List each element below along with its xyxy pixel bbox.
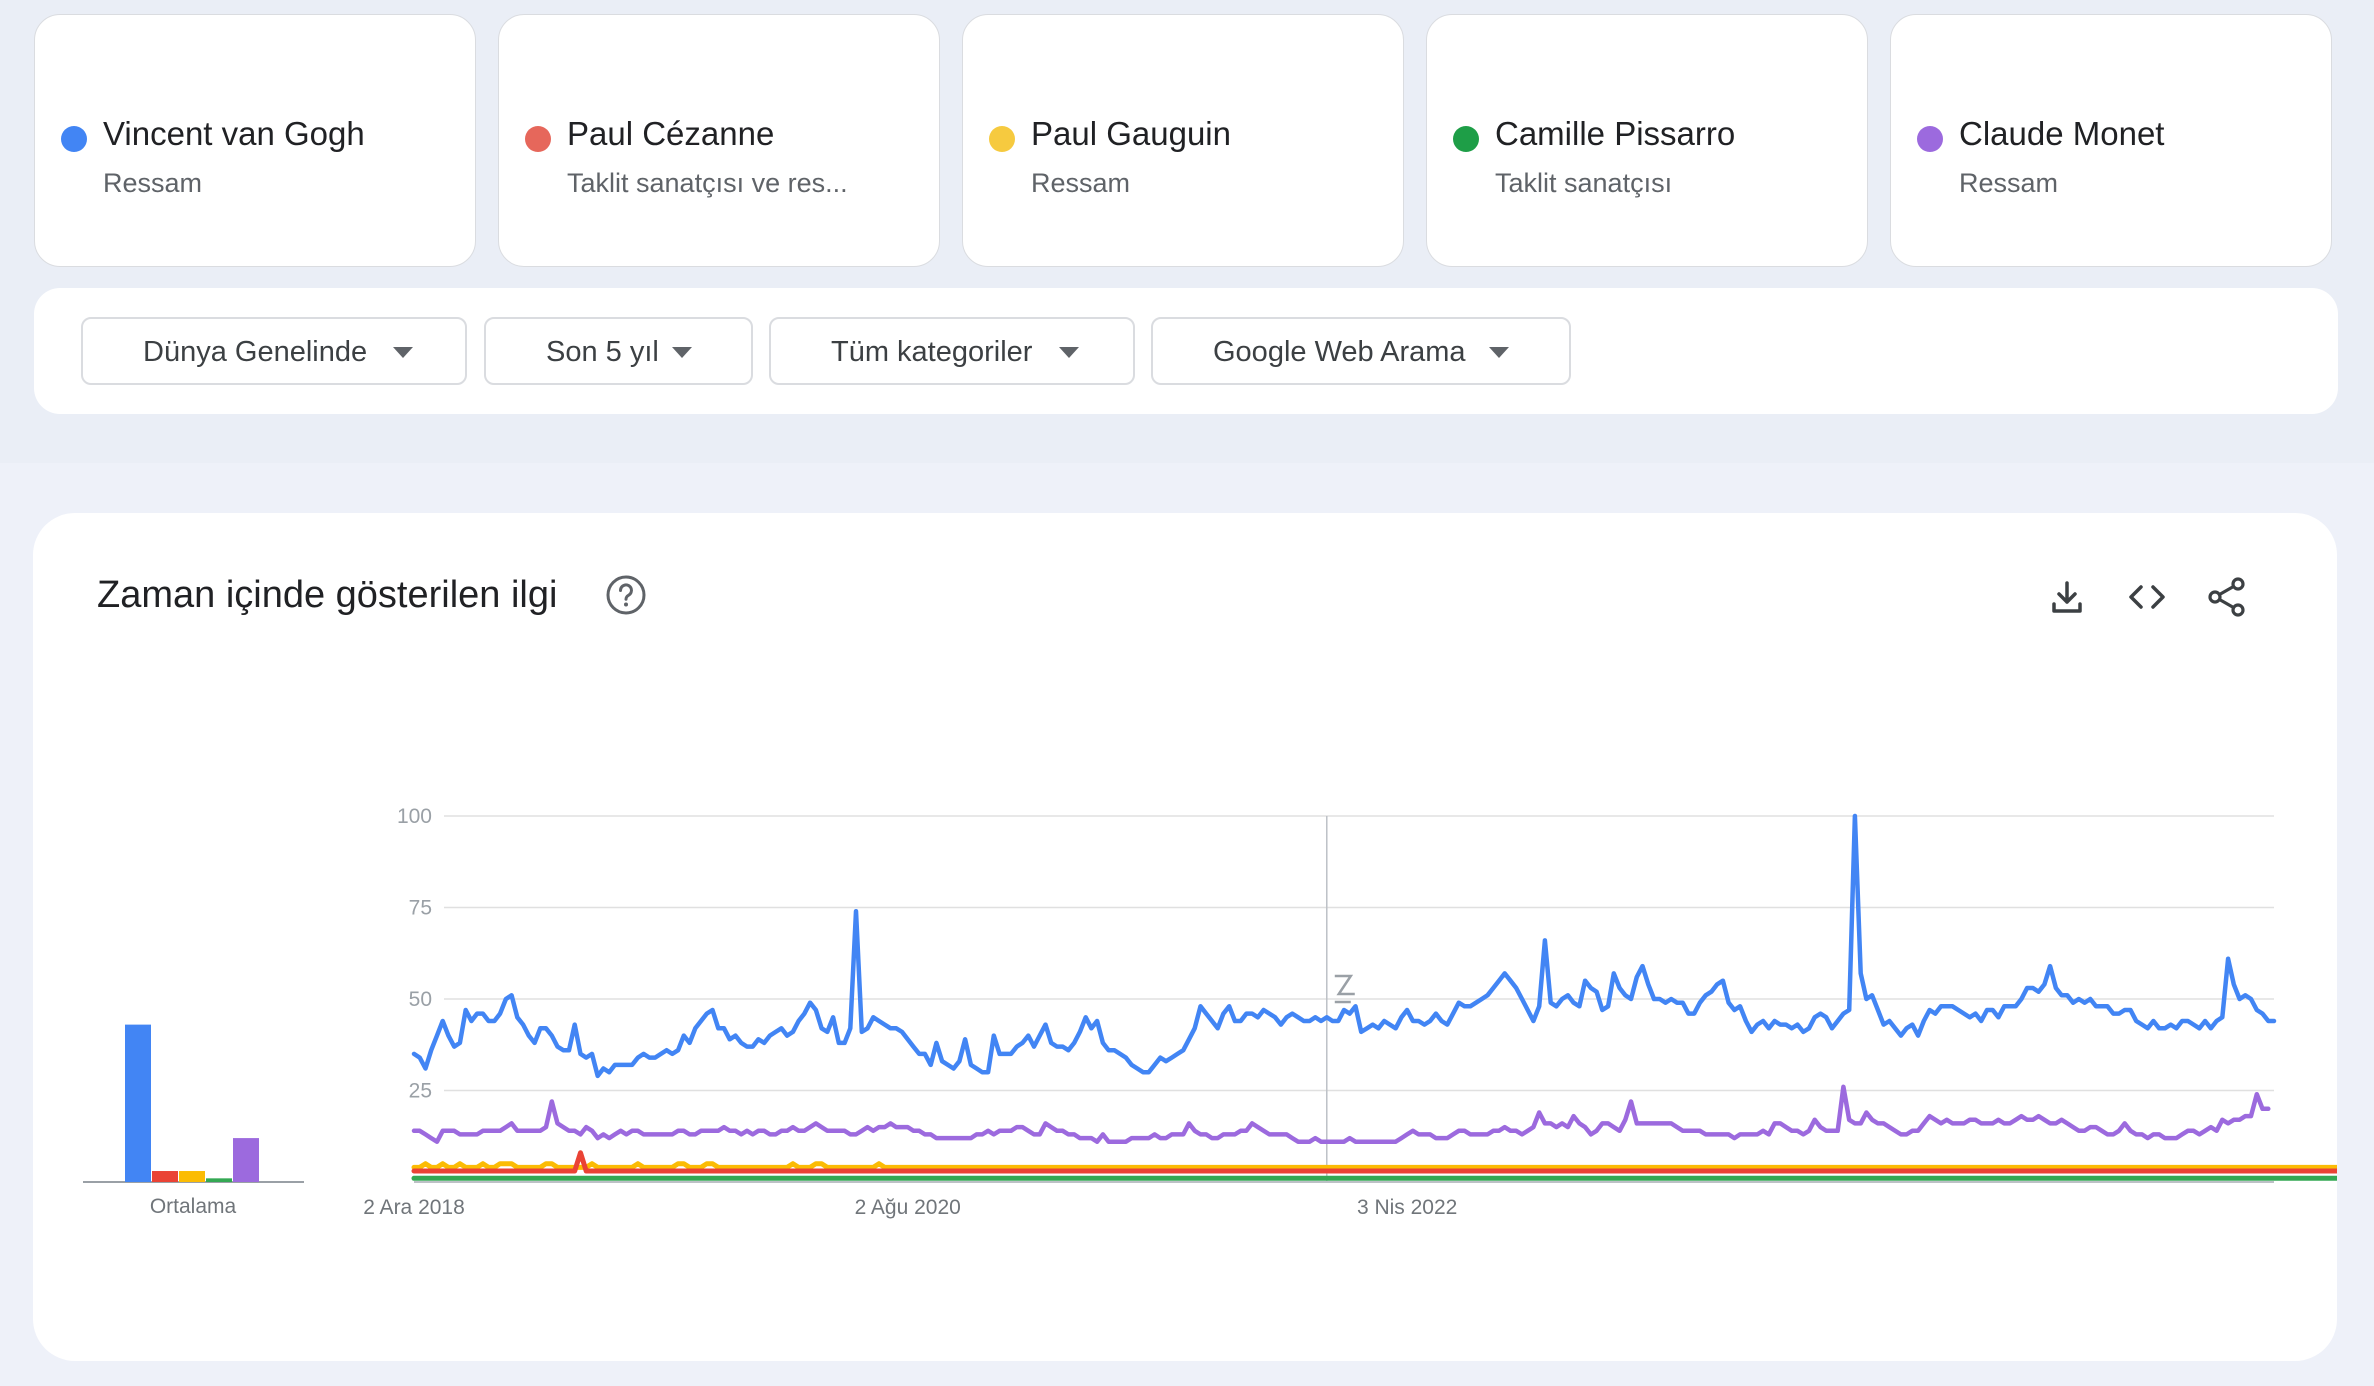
search-type-dropdown[interactable]: Google Web Arama [1151,317,1571,385]
time-range-dropdown[interactable]: Son 5 yıl [484,317,753,385]
term-subtitle: Ressam [1959,168,2059,198]
category-dropdown[interactable]: Tüm kategoriler [769,317,1135,385]
term-card-cezanne[interactable]: Paul Cézanne Taklit sanatçısı ve res... [498,14,940,267]
download-icon[interactable] [2046,576,2088,618]
comparison-header: Vincent van Gogh Ressam Paul Cézanne Tak… [0,0,2374,463]
x-tick-label: 3 Nis 2022 [1357,1196,1457,1219]
series-line-claude-monet[interactable] [411,1084,2271,1144]
y-tick-label: 50 [409,988,432,1011]
y-tick-label: 25 [409,1080,432,1103]
help-icon[interactable] [605,574,647,616]
term-name: Vincent van Gogh [103,115,365,152]
chevron-down-icon [672,347,692,358]
y-tick-label: 75 [409,897,432,920]
share-icon[interactable] [2206,576,2248,618]
interest-line-chart: 100 75 50 25 2 Ara 2018 2 Ağu 2020 3 Nis 2022 [363,805,2337,1219]
filter-bar: Dünya Genelinde Son 5 yıl Tüm kategorile… [34,288,2338,414]
term-subtitle: Ressam [103,168,203,198]
x-tick-label: 2 Ağu 2020 [855,1196,961,1219]
search-type-dropdown-label: Google Web Arama [1213,336,1466,368]
term-card-gauguin[interactable]: Paul Gauguin Ressam [962,14,1404,267]
note-icon[interactable] [1334,974,1355,1004]
series-line-vincent-van-gogh[interactable] [411,813,2277,1079]
term-name: Claude Monet [1959,115,2165,152]
term-color-dot [61,126,87,152]
term-color-dot [989,126,1015,152]
term-subtitle: Taklit sanatçısı [1495,168,1673,198]
time-range-dropdown-label: Son 5 yıl [546,336,659,368]
chevron-down-icon [1059,347,1079,358]
term-subtitle: Taklit sanatçısı ve res... [567,168,848,198]
term-card-monet[interactable]: Claude Monet Ressam [1890,14,2332,267]
region-dropdown-label: Dünya Genelinde [143,336,368,368]
region-dropdown[interactable]: Dünya Genelinde [81,317,467,385]
average-bar-chart: Ortalama [83,1024,304,1218]
average-bar-3 [206,1178,232,1182]
term-subtitle: Ressam [1031,168,1131,198]
chevron-down-icon [393,347,413,358]
term-color-dot [1453,126,1479,152]
average-bar-0 [125,1024,151,1182]
category-dropdown-label: Tüm kategoriler [831,336,1033,368]
average-bar-1 [152,1171,178,1182]
y-tick-label: 100 [397,805,432,828]
term-name: Paul Gauguin [1031,115,1231,152]
term-card-van-gogh[interactable]: Vincent van Gogh Ressam [34,14,476,267]
average-label: Ortalama [150,1195,237,1218]
x-tick-label: 2 Ara 2018 [363,1196,465,1219]
chevron-down-icon [1489,347,1509,358]
term-name: Paul Cézanne [567,115,775,152]
embed-icon[interactable] [2126,576,2168,618]
term-color-dot [525,126,551,152]
interest-over-time-card: Zaman içinde gösterilen ilgi Ortalama [33,513,2337,1361]
search-terms-row: Vincent van Gogh Ressam Paul Cézanne Tak… [34,14,2338,269]
average-bar-2 [179,1171,205,1182]
series-line-paul-gauguin[interactable] [411,1161,2337,1170]
term-color-dot [1917,126,1943,152]
average-bar-4 [233,1138,259,1182]
term-card-pissarro[interactable]: Camille Pissarro Taklit sanatçısı [1426,14,1868,267]
term-name: Camille Pissarro [1495,115,1736,152]
series-line-paul-c-zanne[interactable] [411,1150,2337,1174]
card-title: Zaman içinde gösterilen ilgi [97,574,558,616]
